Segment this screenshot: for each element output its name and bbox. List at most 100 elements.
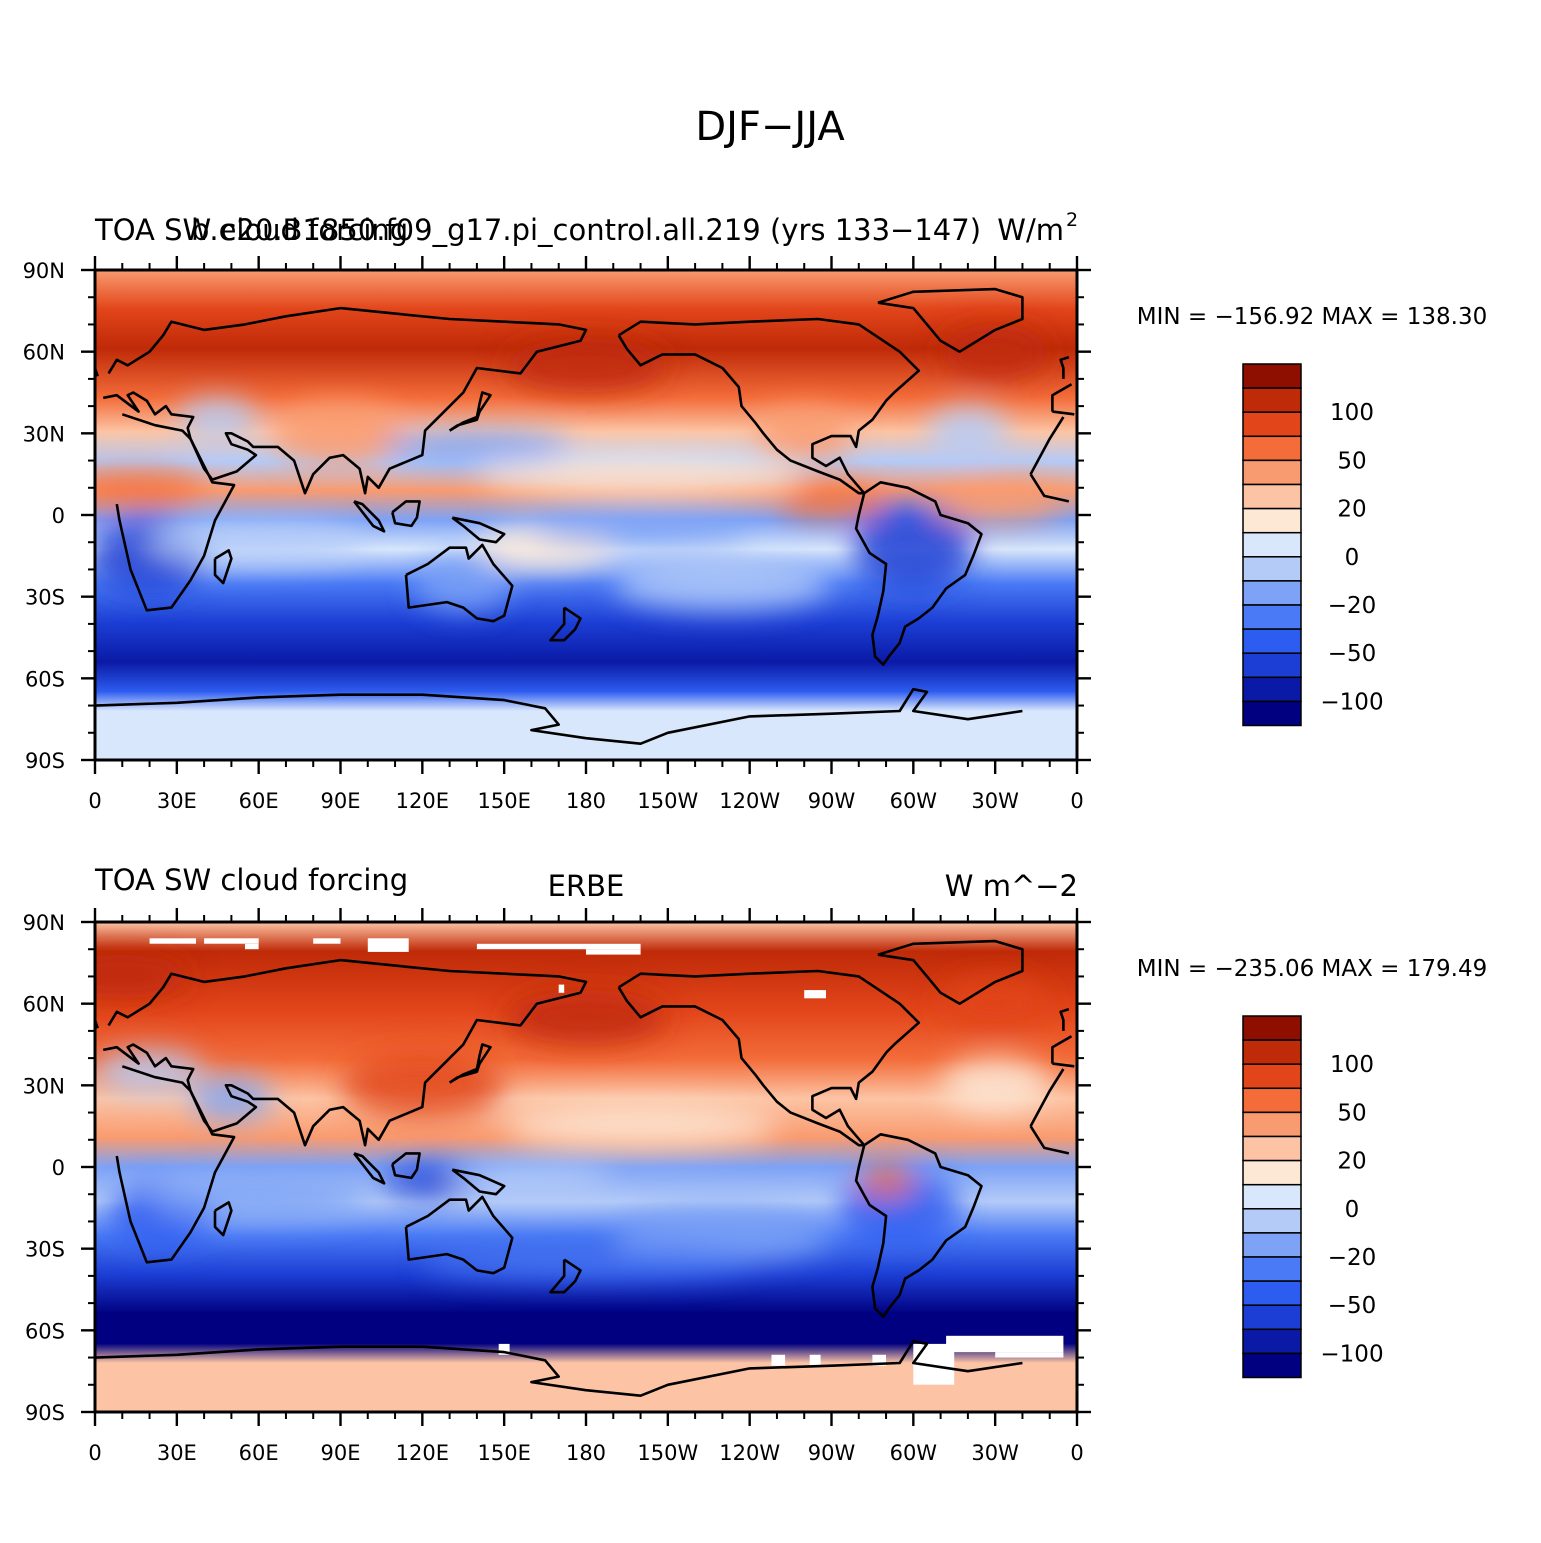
- colorbar-swatch: [1242, 580, 1302, 606]
- coastline-northAmerica: [617, 317, 921, 495]
- colorbar-label: 0: [1345, 1197, 1360, 1223]
- missing-data-cell: [946, 1335, 1064, 1353]
- lat-tick-label: 90S: [25, 1401, 65, 1425]
- field-anomaly: [176, 397, 259, 442]
- colorbar-label: −50: [1328, 1293, 1377, 1319]
- coastline-japan: [448, 391, 492, 432]
- lat-tick-label: 60S: [25, 1319, 65, 1343]
- lat-tick-label: 90N: [23, 911, 65, 935]
- lon-tick-label: 30E: [157, 789, 197, 813]
- lat-tick-label: 0: [52, 504, 65, 528]
- lon-tick-label: 90E: [321, 789, 361, 813]
- lon-tick-label: 150E: [477, 1441, 530, 1465]
- field-anomaly: [531, 512, 750, 545]
- missing-data-cell: [872, 1354, 886, 1366]
- missing-data-cell: [558, 984, 565, 993]
- colorbar-label: 20: [1337, 1149, 1366, 1175]
- missing-data-cell: [771, 1354, 786, 1366]
- coastlines-obs: [95, 939, 1075, 1397]
- field-anomaly: [504, 990, 668, 1045]
- field-anomaly: [149, 1177, 368, 1222]
- lon-tick-label: 120E: [396, 1441, 449, 1465]
- field-anomaly: [272, 400, 409, 466]
- coastline-eurasia: [102, 306, 588, 495]
- coastline-madagascar: [213, 1201, 233, 1237]
- coastline-australia: [404, 1195, 514, 1275]
- coastline-britain: [1059, 1007, 1070, 1031]
- coastlines-model: [95, 287, 1075, 745]
- colorbar-swatch: [1242, 1304, 1302, 1331]
- colorbar-swatch: [1242, 1280, 1302, 1306]
- lat-tick-label: 90S: [25, 749, 65, 773]
- panel-model-stats: MIN = −156.92 MAX = 138.30: [1137, 304, 1488, 330]
- field-anomaly: [927, 479, 1064, 524]
- coastline-eurasia: [1052, 1062, 1075, 1068]
- lon-tick-label: 0: [1070, 789, 1083, 813]
- colorbar-swatch: [1242, 1232, 1302, 1258]
- coastline-madagascar: [213, 549, 233, 585]
- lat-tick-label: 0: [52, 1156, 65, 1180]
- colorbar-label: −100: [1320, 689, 1383, 715]
- colorbar-swatch: [1242, 435, 1302, 462]
- lon-tick-label: 120W: [719, 789, 780, 813]
- colorbar-swatch: [1242, 1352, 1302, 1379]
- colorbar-swatch: [1242, 1015, 1302, 1041]
- coastline-africa: [1029, 416, 1065, 475]
- lon-tick-label: 90W: [808, 1441, 856, 1465]
- field-anomaly: [755, 406, 854, 461]
- panel-obs-units: W m^−2: [945, 869, 1078, 903]
- panel-obs-stats: MIN = −235.06 MAX = 179.49: [1137, 956, 1488, 982]
- colorbar-swatch: [1242, 363, 1302, 389]
- coastline-australia: [404, 543, 514, 623]
- colorbar-label: 100: [1330, 1052, 1374, 1078]
- coastline-borneo: [391, 500, 421, 528]
- lon-tick-label: 30W: [971, 789, 1019, 813]
- lon-tick-label: 120E: [396, 789, 449, 813]
- panel-obs: TOA SW cloud forcing ERBE W m^−2 90N 60N 3…: [23, 863, 1488, 1465]
- coastline-eurasia: [102, 958, 588, 1147]
- lat-tick-label: 30N: [23, 422, 65, 446]
- field-anomaly: [149, 520, 368, 564]
- colorbar-swatch: [1242, 507, 1302, 534]
- colorbar-swatch: [1242, 1087, 1302, 1114]
- missing-data-cell: [498, 1343, 510, 1355]
- panel-model: TOA SW cloud forcing b.e20.B1850.f09_g17…: [23, 209, 1488, 813]
- lon-tick-label: 0: [88, 789, 101, 813]
- coastline-africa: [115, 1065, 236, 1264]
- missing-data-cell: [804, 990, 826, 999]
- lon-tick-label: 60W: [890, 789, 938, 813]
- coastline-sumatra: [353, 1152, 386, 1185]
- coastline-africa: [1029, 1125, 1070, 1155]
- lat-tick-label: 30S: [25, 1238, 65, 1262]
- lon-tick-label: 150E: [477, 789, 530, 813]
- panel-model-units: W/m: [997, 213, 1064, 247]
- colorbar-label: 20: [1337, 497, 1366, 523]
- coastline-southAmerica: [854, 481, 983, 666]
- colorbar-swatch: [1242, 700, 1302, 727]
- field-anomaly: [449, 1164, 614, 1197]
- colorbar-label: −20: [1328, 1245, 1377, 1271]
- lat-axis-obs: 90N 60N 30N 0 30S 60S 90S: [23, 911, 1091, 1425]
- lon-tick-label: 150W: [637, 789, 698, 813]
- panel-model-left-title: TOA SW cloud forcing: [94, 213, 408, 247]
- missing-data-cell: [995, 1352, 1064, 1358]
- colorbar-swatch: [1242, 411, 1302, 438]
- coastline-britain: [1059, 355, 1070, 379]
- coastline-greenland: [877, 939, 1024, 1005]
- colorbar-obs: 100 50 20 0 −20 −50 −100: [1242, 1015, 1384, 1379]
- coastline-antarctica: [95, 1339, 1023, 1397]
- field-anomaly: [613, 555, 832, 611]
- lon-axis-obs: 0 30E 60E 90E 120E 150E 180 150W 120W 90W 60W 30W 0: [88, 908, 1084, 1465]
- field-anomaly: [95, 954, 191, 999]
- lat-tick-label: 60N: [23, 993, 65, 1017]
- missing-data-cell: [149, 938, 196, 944]
- colorbar-label: 50: [1337, 448, 1366, 474]
- missing-data-cell: [586, 949, 641, 955]
- missing-data-cell: [313, 938, 341, 944]
- field-anomaly: [95, 471, 205, 505]
- field-anomalies-obs: [95, 954, 1050, 1279]
- coastline-eurasia: [1051, 383, 1073, 412]
- colorbar-swatch: [1242, 1063, 1302, 1090]
- coastline-africa: [1029, 1068, 1065, 1127]
